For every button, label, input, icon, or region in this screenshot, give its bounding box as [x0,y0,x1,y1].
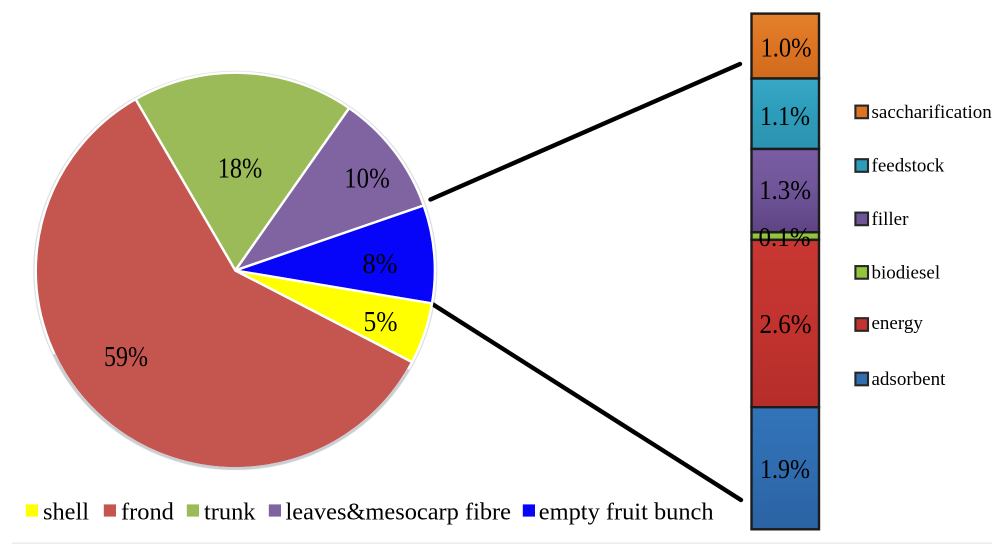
svg-text:1.1%: 1.1% [760,101,810,131]
svg-text:1.9%: 1.9% [760,454,810,484]
svg-text:frond: frond [121,499,174,526]
svg-text:leaves&mesocarp fibre: leaves&mesocarp fibre [286,499,512,526]
svg-text:18%: 18% [218,154,263,185]
svg-text:shell: shell [43,499,89,526]
svg-text:0.1%: 0.1% [759,222,811,252]
svg-text:empty fruit bunch: empty fruit bunch [539,499,714,526]
svg-text:filler: filler [872,209,910,230]
svg-text:2.6%: 2.6% [760,309,812,339]
svg-text:59%: 59% [104,342,148,373]
svg-text:1.0%: 1.0% [761,33,812,63]
svg-text:feedstock: feedstock [872,156,945,177]
svg-text:trunk: trunk [204,499,256,526]
svg-text:1.3%: 1.3% [759,175,811,205]
svg-text:energy: energy [872,313,924,334]
svg-text:adsorbent: adsorbent [872,369,947,390]
svg-text:10%: 10% [344,164,390,195]
svg-text:8%: 8% [363,249,398,280]
svg-text:saccharification: saccharification [872,102,993,123]
svg-text:5%: 5% [364,307,398,338]
svg-text:biodiesel: biodiesel [872,263,941,284]
